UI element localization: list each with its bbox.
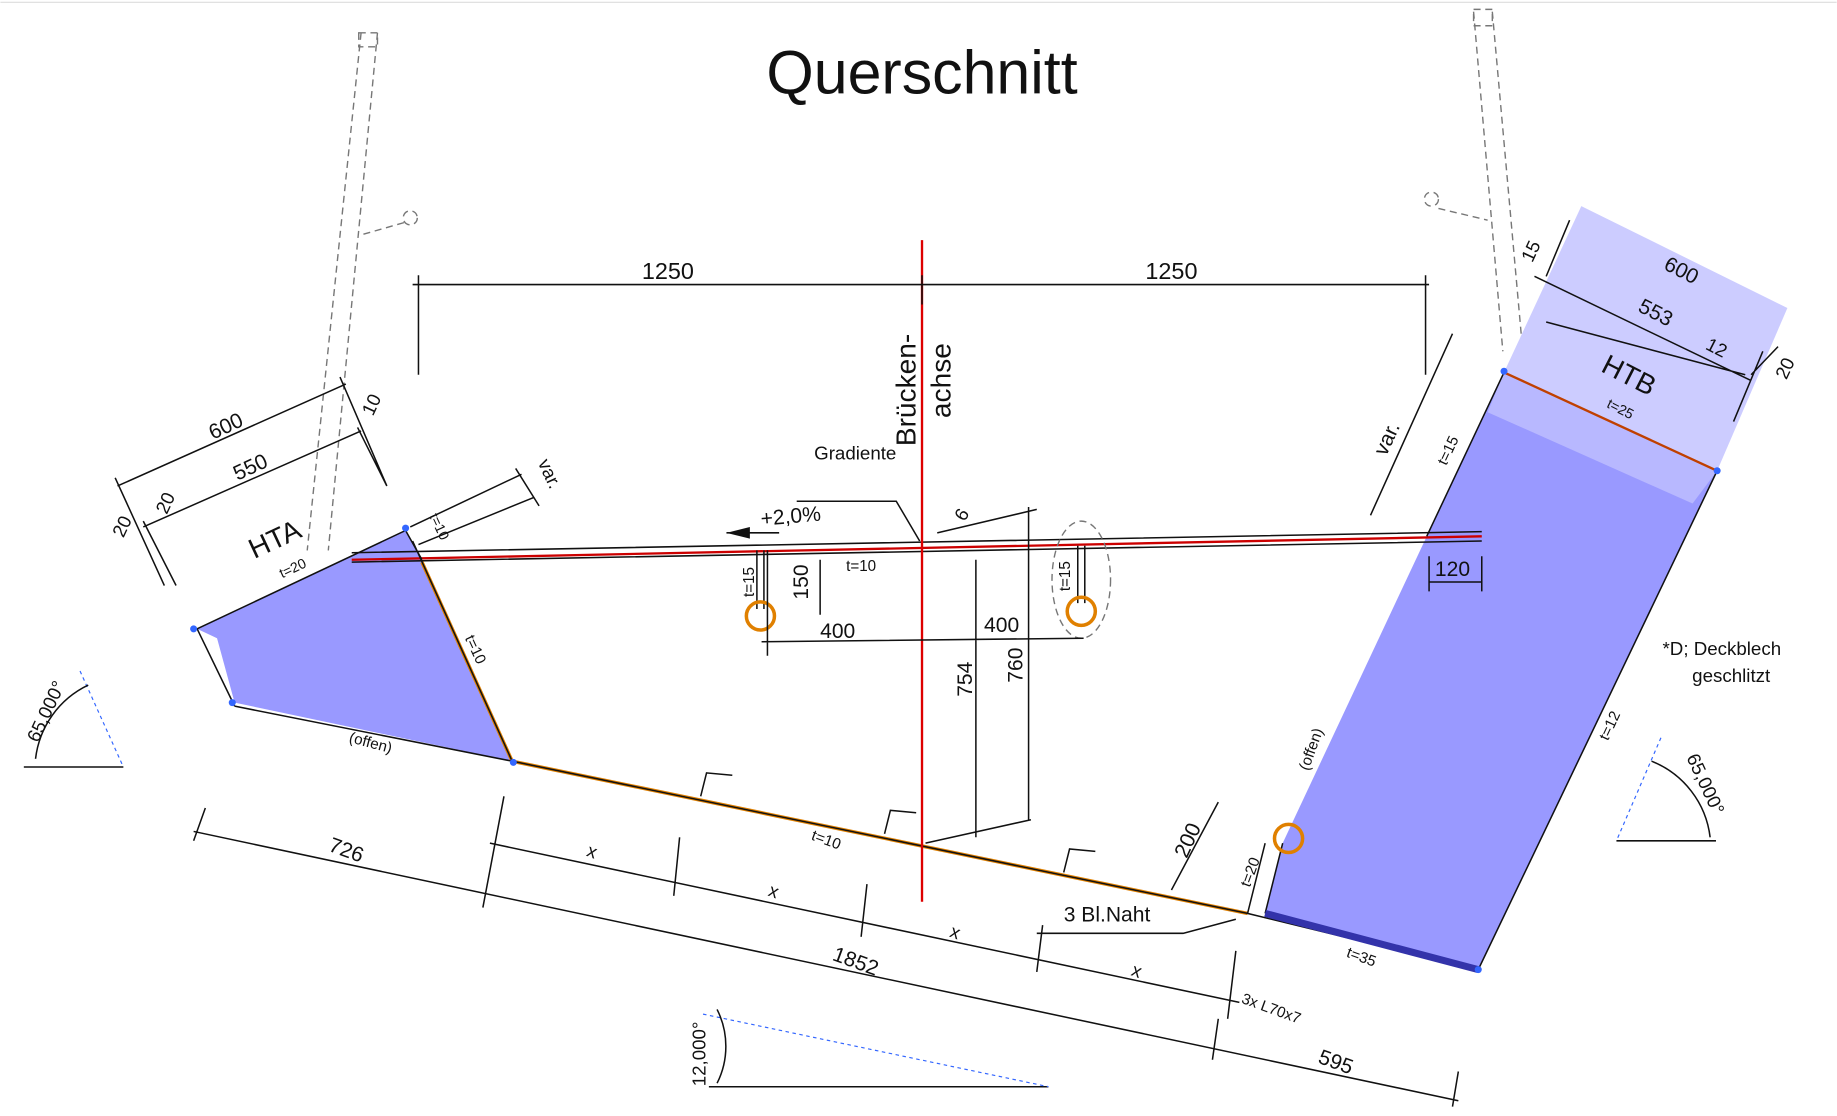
label: t=15 — [741, 567, 758, 597]
structure — [190, 367, 1721, 974]
railing-knob — [402, 210, 418, 226]
railing-right — [1423, 8, 1524, 352]
railing-left — [306, 32, 418, 551]
label: 120 — [1435, 558, 1470, 581]
label: *D; Deckblech — [1663, 638, 1782, 659]
label: 1250 — [642, 258, 694, 284]
label: geschlitzt — [1692, 665, 1771, 686]
label: 754 — [954, 661, 977, 696]
htb-top — [1487, 372, 1718, 504]
dimension-lines — [23, 219, 1779, 1107]
railing-knob — [1423, 191, 1440, 207]
label: 150 — [790, 564, 813, 599]
title: Querschnitt — [766, 38, 1077, 106]
htb-box — [1265, 372, 1718, 970]
label: achse — [926, 343, 957, 418]
label: 760 — [1004, 648, 1027, 683]
label: 12,000° — [689, 1022, 710, 1087]
label: Brücken- — [890, 334, 921, 446]
label: 400 — [984, 614, 1019, 637]
label: 3 Bl.Naht — [1064, 903, 1151, 926]
label: +2,0% — [760, 503, 822, 531]
label: Gradiente — [814, 442, 896, 463]
label: t=15 — [1057, 561, 1074, 591]
label: t=10 — [846, 558, 876, 575]
label: 400 — [820, 620, 855, 643]
label: 1250 — [1145, 258, 1197, 284]
